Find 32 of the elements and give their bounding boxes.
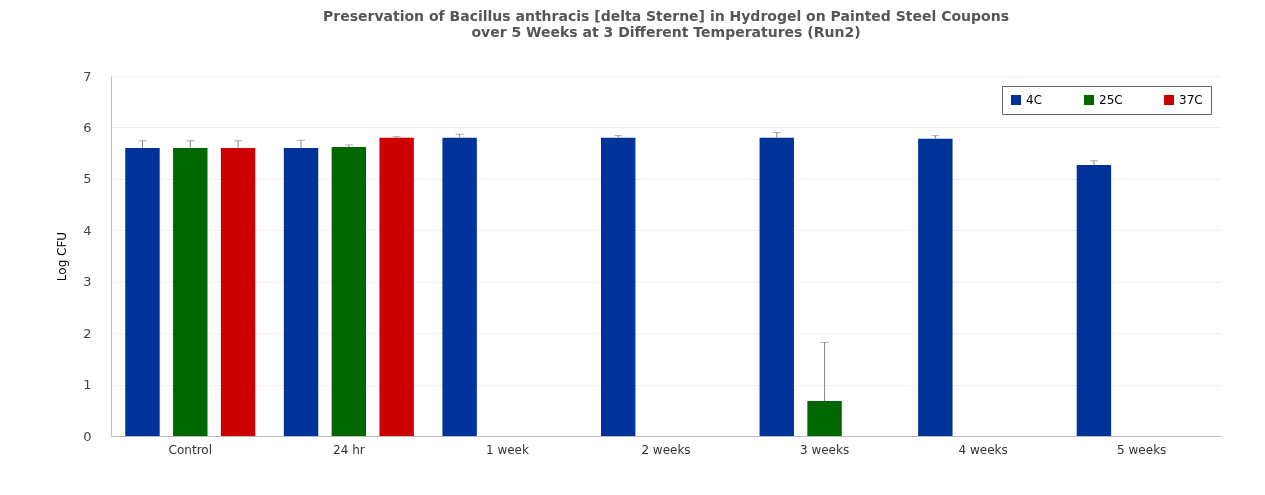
bar bbox=[442, 137, 477, 436]
y-axis-title: Log CFU bbox=[55, 231, 70, 282]
x-tick-label: 24 hr bbox=[333, 442, 365, 457]
x-tick-label: 2 weeks bbox=[641, 442, 691, 457]
x-tick-label: 1 week bbox=[485, 442, 529, 457]
bar bbox=[283, 148, 319, 436]
x-tick-label: 3 weeks bbox=[799, 442, 850, 457]
x-tick-label: 4 weeks bbox=[958, 442, 1008, 457]
y-tick-label: 6 bbox=[83, 119, 92, 135]
chart-title: Preservation of Bacillus anthracis [delta Sterne] in Hydrogel on Painted Steel Coupons over 5 Weeks at 3 Different Temperatures (Run2) bbox=[323, 8, 1009, 40]
bar bbox=[379, 137, 414, 436]
y-tick-label: 5 bbox=[83, 171, 92, 187]
bar bbox=[600, 137, 636, 436]
y-tick-label: 1 bbox=[83, 377, 92, 393]
y-tick-label: 3 bbox=[83, 274, 92, 290]
y-tick-label: 0 bbox=[83, 428, 92, 444]
bar bbox=[331, 146, 367, 436]
legend-label: 25C bbox=[1099, 93, 1123, 107]
y-tick-label: 4 bbox=[83, 222, 92, 238]
y-tick-label: 7 bbox=[83, 68, 92, 84]
y-tick-label: 2 bbox=[83, 325, 92, 341]
bar bbox=[759, 137, 794, 436]
legend-label: 4C bbox=[1026, 93, 1043, 107]
bar bbox=[220, 148, 256, 436]
x-tick-label: 5 weeks bbox=[1117, 442, 1167, 457]
bar bbox=[918, 138, 953, 436]
bar bbox=[173, 148, 208, 436]
bar bbox=[1076, 164, 1112, 436]
bar bbox=[807, 401, 842, 436]
bar bbox=[125, 148, 160, 436]
x-tick-label: Control bbox=[168, 442, 212, 457]
legend-label: 37C bbox=[1179, 93, 1203, 107]
